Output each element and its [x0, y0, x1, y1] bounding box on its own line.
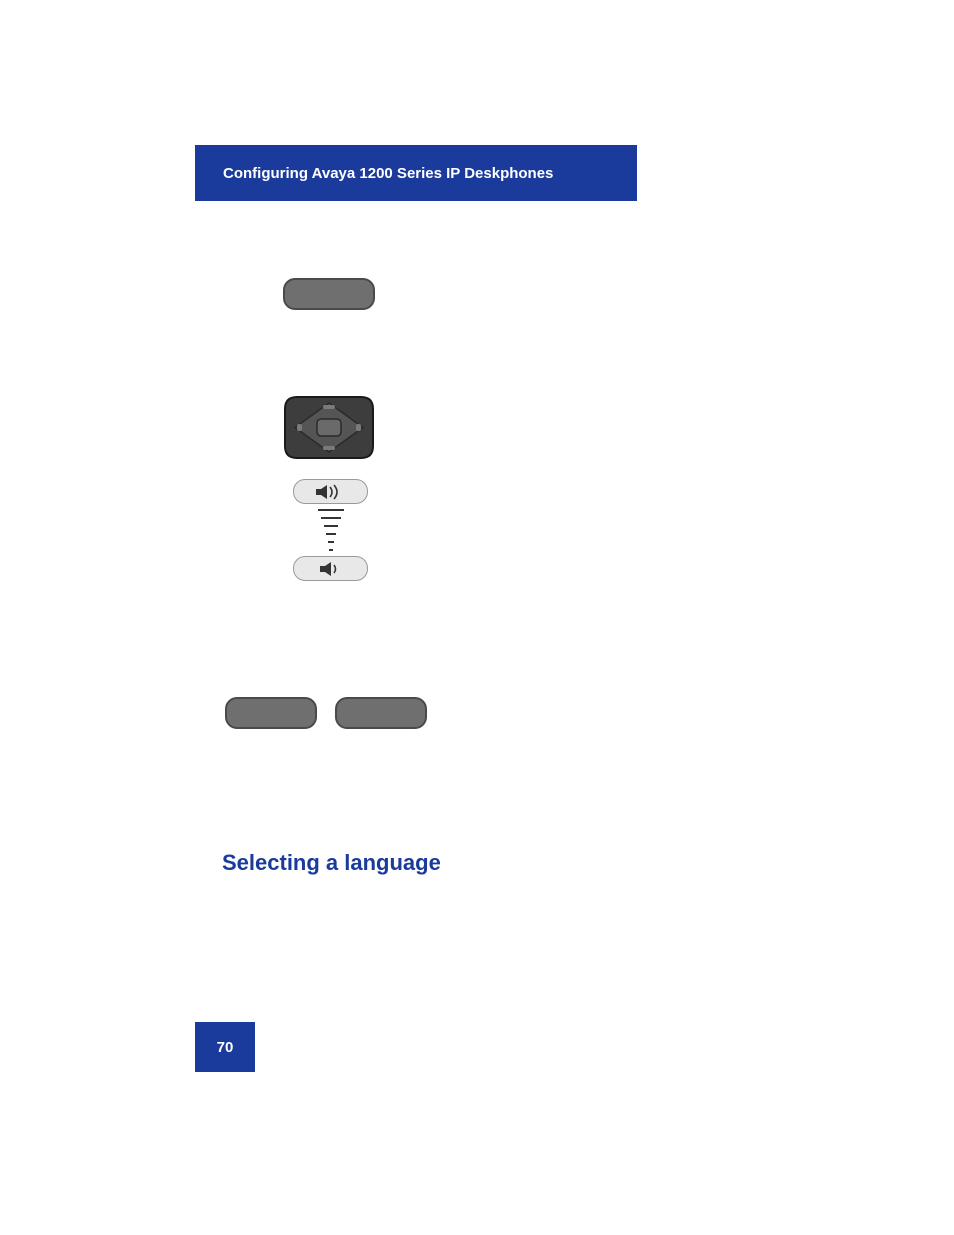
volume-up-button [293, 479, 368, 504]
volume-down-button [293, 556, 368, 581]
softkey-button [335, 697, 427, 729]
page-number: 70 [195, 1022, 255, 1072]
header-title: Configuring Avaya 1200 Series IP Deskpho… [223, 165, 553, 182]
page-number-value: 70 [217, 1039, 234, 1056]
softkey-button [225, 697, 317, 729]
volume-scale-icon [316, 506, 346, 554]
softkey-button [283, 278, 375, 310]
navigation-pad-icon [283, 395, 375, 460]
document-header-bar: Configuring Avaya 1200 Series IP Deskpho… [195, 145, 637, 201]
section-heading: Selecting a language [222, 850, 441, 876]
